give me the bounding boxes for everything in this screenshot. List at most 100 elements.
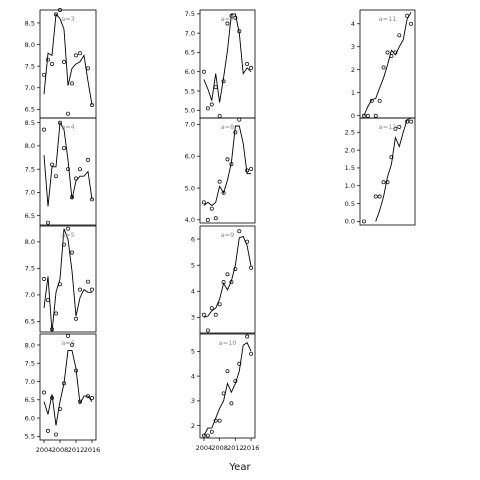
panel-label: a=12 xyxy=(379,123,397,131)
data-point xyxy=(66,226,70,231)
data-point xyxy=(373,194,378,199)
data-point xyxy=(221,79,226,84)
data-point xyxy=(66,167,70,172)
y-tick-label: 2 xyxy=(351,66,355,74)
data-point xyxy=(78,51,82,56)
data-point xyxy=(405,119,410,124)
y-tick-label: 7.5 xyxy=(25,360,35,368)
data-point xyxy=(46,57,50,62)
data-point xyxy=(90,103,94,107)
y-tick-label: 4 xyxy=(191,372,195,380)
data-point xyxy=(42,277,46,281)
y-tick-label: 6.0 xyxy=(25,414,35,422)
series-line xyxy=(203,13,252,103)
y-tick-label: 4 xyxy=(191,288,195,296)
data-point xyxy=(54,432,58,437)
data-point xyxy=(66,111,70,116)
data-point xyxy=(74,368,78,373)
data-point xyxy=(205,328,210,333)
y-tick-label: 8.5 xyxy=(25,119,35,127)
data-point xyxy=(393,50,398,55)
y-tick-label: 0.0 xyxy=(345,218,355,226)
data-point xyxy=(201,69,206,74)
y-tick-label: 6.5 xyxy=(25,396,35,404)
panel-label: a=3 xyxy=(61,15,75,23)
data-point xyxy=(74,316,78,321)
data-point xyxy=(217,302,222,307)
y-tick-label: 7.5 xyxy=(185,10,195,18)
y-tick-label: 8.0 xyxy=(25,341,35,349)
y-tick-label: 6.0 xyxy=(185,68,195,76)
data-point xyxy=(409,119,414,124)
data-point xyxy=(237,229,242,234)
panel: 0.0 0.5 1.0 1.5 2.0 2.5 a=12 xyxy=(345,117,416,226)
data-point xyxy=(90,396,94,400)
data-point xyxy=(50,62,54,66)
data-point xyxy=(245,239,250,244)
data-point xyxy=(78,167,82,172)
panel-label: a=11 xyxy=(379,15,397,23)
data-point xyxy=(361,113,366,118)
data-point xyxy=(233,267,238,272)
data-point xyxy=(62,242,66,247)
data-point xyxy=(62,381,66,386)
data-point xyxy=(225,21,230,26)
data-point xyxy=(217,179,222,184)
data-point xyxy=(225,272,230,277)
data-point xyxy=(377,98,382,103)
y-tick-label: 7.5 xyxy=(25,62,35,70)
data-point xyxy=(385,50,390,55)
panel-frame xyxy=(199,117,256,224)
panel: 5.5 6.0 6.5 7.0 7.5 8.0 2004 2008 2012 2016 a=6 xyxy=(25,333,100,454)
data-point xyxy=(393,126,398,131)
data-point xyxy=(42,127,46,132)
x-tick-label: 2016 xyxy=(243,444,260,452)
panel: 4.0 5.0 6.0 7.0 a=8 xyxy=(185,117,256,224)
data-point xyxy=(229,162,234,167)
data-point xyxy=(62,146,66,151)
data-point xyxy=(249,65,254,70)
y-tick-label: 7.5 xyxy=(25,265,35,273)
data-point xyxy=(201,312,206,317)
data-point xyxy=(86,157,90,162)
x-axis-label: Year xyxy=(228,462,251,473)
data-point xyxy=(233,379,238,383)
data-point xyxy=(58,120,62,125)
y-tick-label: 0 xyxy=(351,112,355,120)
data-point xyxy=(389,54,394,58)
series-line xyxy=(43,13,93,106)
x-tick-label: 2008 xyxy=(211,444,228,452)
data-point xyxy=(78,287,82,292)
data-point xyxy=(221,391,226,396)
y-tick-label: 5.0 xyxy=(185,184,195,192)
series-line xyxy=(375,117,412,222)
y-tick-label: 3 xyxy=(351,43,355,51)
data-point xyxy=(74,176,78,181)
data-point xyxy=(205,217,210,222)
panel: 3 4 5 6 a=9 xyxy=(191,225,256,334)
data-point xyxy=(213,85,218,90)
y-tick-label: 7.0 xyxy=(25,189,35,197)
data-point xyxy=(249,351,254,356)
x-tick-label: 2008 xyxy=(52,446,69,454)
data-point xyxy=(409,21,414,26)
data-point xyxy=(245,334,250,339)
panel-label: a=8 xyxy=(221,123,235,131)
data-point xyxy=(201,200,206,205)
data-point xyxy=(369,98,374,103)
data-point xyxy=(70,250,74,255)
data-point xyxy=(78,399,82,404)
data-point xyxy=(54,12,58,17)
y-tick-label: 0.5 xyxy=(345,200,355,208)
data-point xyxy=(229,280,234,285)
data-point xyxy=(237,117,242,122)
data-point xyxy=(213,216,218,221)
y-tick-label: 6.5 xyxy=(25,318,35,326)
series-line xyxy=(43,121,93,207)
series-line xyxy=(43,349,93,426)
data-point xyxy=(209,206,214,211)
data-point xyxy=(58,8,62,12)
panel-frame xyxy=(199,9,256,119)
y-tick-label: 2 xyxy=(191,422,195,430)
y-tick-label: 5.0 xyxy=(185,107,195,115)
